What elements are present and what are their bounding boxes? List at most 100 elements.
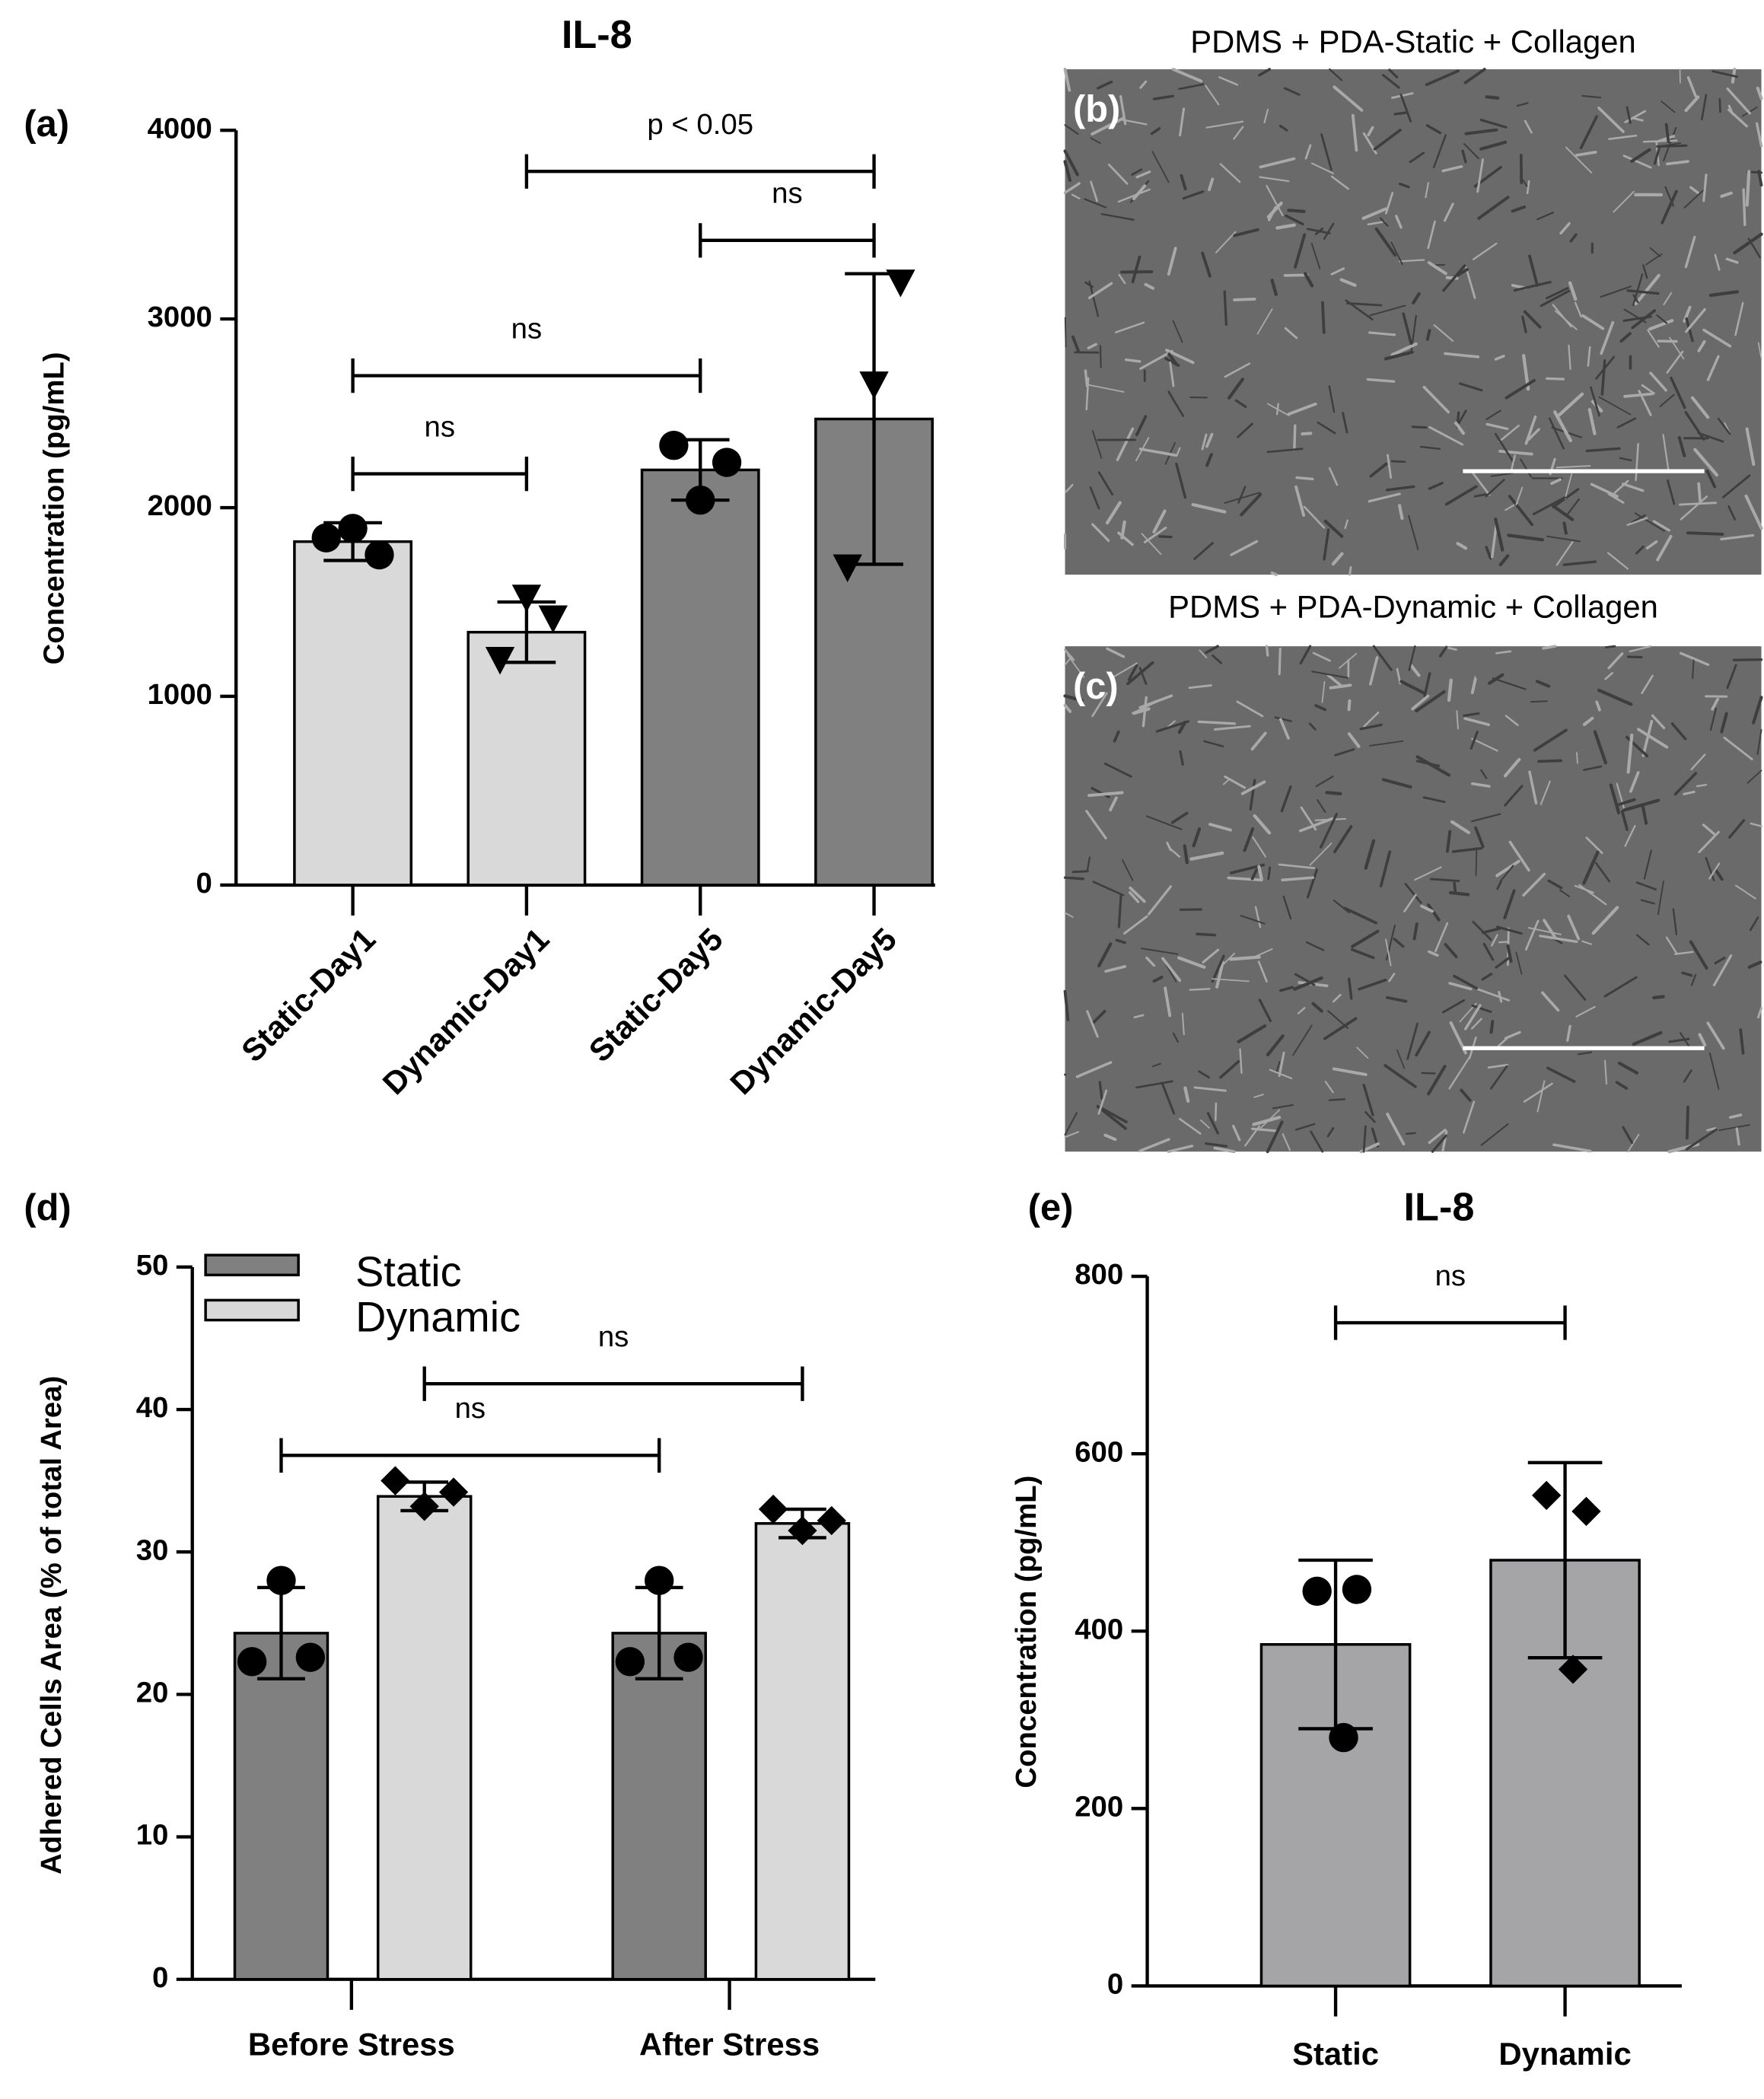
cell	[1634, 512, 1666, 532]
bar	[466, 630, 587, 887]
bar	[376, 1495, 473, 1981]
cell	[1403, 893, 1417, 913]
cell	[1415, 690, 1446, 713]
cell	[1567, 914, 1581, 941]
cell	[1498, 424, 1520, 443]
cell	[1622, 154, 1652, 169]
cell	[1708, 290, 1740, 298]
x-tick-label: Static-Day1	[234, 921, 382, 1069]
cell	[1651, 714, 1666, 730]
y-tick-label: 400	[1075, 1613, 1123, 1645]
cell	[1686, 76, 1697, 97]
cell	[1604, 671, 1614, 680]
cell	[1071, 335, 1081, 353]
cell	[1647, 329, 1660, 348]
cell	[1145, 815, 1183, 830]
cell	[1090, 180, 1098, 202]
cell	[1084, 198, 1107, 209]
cell	[1063, 182, 1081, 194]
cell	[1510, 454, 1516, 471]
cell	[1237, 486, 1247, 504]
cell	[1278, 647, 1282, 676]
cell	[1415, 760, 1441, 768]
cell	[1575, 1005, 1596, 1018]
cell	[1294, 1123, 1316, 1131]
cell	[1329, 683, 1352, 690]
cell	[1503, 757, 1521, 778]
cell	[1714, 253, 1721, 271]
cell	[1595, 700, 1601, 712]
cell	[1516, 102, 1529, 107]
cell	[1631, 116, 1644, 122]
cell	[1665, 936, 1678, 954]
cell	[1233, 298, 1256, 301]
legend-swatch	[204, 1298, 300, 1322]
cell	[1411, 425, 1428, 429]
cell	[1326, 1126, 1335, 1138]
data-point	[1558, 1655, 1588, 1684]
cell	[1503, 889, 1516, 919]
data-point	[511, 584, 542, 613]
cell	[1496, 1037, 1508, 1049]
cell	[1456, 542, 1468, 550]
cell	[1712, 954, 1733, 987]
cell	[1717, 417, 1731, 435]
cell	[1521, 315, 1527, 333]
cell	[1122, 915, 1148, 935]
cell	[1139, 349, 1173, 371]
cell	[1546, 535, 1581, 543]
cell	[1278, 986, 1294, 992]
cell	[1714, 868, 1724, 881]
cell	[1757, 170, 1763, 187]
cell	[1471, 737, 1498, 752]
significance-label: ns	[598, 1320, 629, 1353]
cell	[1661, 100, 1676, 113]
cell	[1659, 393, 1675, 408]
cell	[1481, 973, 1493, 981]
y-tick-label: 200	[1075, 1790, 1123, 1823]
cell	[1179, 107, 1186, 137]
cell	[1594, 862, 1611, 883]
cell	[1395, 215, 1403, 229]
cell	[1752, 696, 1763, 725]
cell	[1151, 1062, 1161, 1068]
cell	[1546, 287, 1569, 300]
cell	[1097, 1089, 1108, 1115]
cell	[1613, 479, 1629, 494]
cell	[1117, 188, 1151, 203]
cell	[1359, 723, 1383, 731]
cell	[1367, 221, 1386, 226]
data-point	[1342, 1575, 1372, 1604]
cell	[1099, 345, 1102, 368]
cell	[1471, 1004, 1492, 1013]
cell	[1339, 278, 1357, 287]
cell	[1312, 651, 1331, 662]
cell	[1323, 528, 1330, 561]
cell	[1714, 957, 1726, 965]
cell	[1429, 878, 1460, 882]
cell	[1275, 223, 1296, 230]
data-point	[266, 1565, 296, 1595]
cell	[1309, 842, 1333, 866]
cell	[1088, 280, 1100, 317]
cell	[1063, 694, 1084, 702]
cell	[1219, 163, 1241, 183]
cell	[1600, 320, 1615, 355]
cell	[1641, 804, 1648, 825]
cell	[1100, 213, 1135, 221]
cell	[1432, 134, 1447, 169]
cell	[1648, 319, 1674, 331]
cell	[1709, 707, 1718, 731]
cell	[1408, 514, 1419, 550]
cell	[1096, 80, 1113, 90]
chart-title: IL-8	[1404, 1186, 1475, 1230]
cell	[1496, 880, 1502, 890]
cell	[1180, 174, 1187, 191]
cell	[1178, 83, 1205, 91]
data-point	[485, 647, 515, 675]
cell	[1132, 184, 1147, 201]
panel-label: (b)	[1073, 89, 1120, 130]
significance-label: p < 0.05	[647, 108, 753, 141]
cell	[1385, 485, 1415, 492]
cell	[1126, 661, 1154, 686]
